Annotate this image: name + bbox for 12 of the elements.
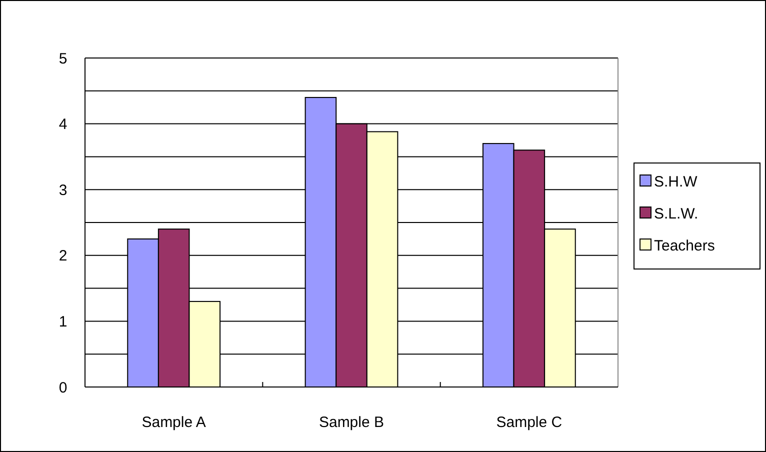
legend-label: Teachers <box>654 237 715 254</box>
y-tick-label: 1 <box>58 313 68 330</box>
x-tick-label: Sample B <box>318 414 384 431</box>
y-tick-label: 3 <box>58 182 68 199</box>
y-tick-label: 2 <box>58 248 68 265</box>
y-tick-label: 5 <box>58 50 68 68</box>
legend-label: S.H.W <box>654 173 698 190</box>
x-tick-label: Sample A <box>142 414 206 431</box>
x-tick-label: Sample C <box>496 414 562 431</box>
y-tick-label: 4 <box>58 116 68 134</box>
legend-label: S.L.W. <box>654 205 698 222</box>
y-tick-label: 0 <box>58 379 68 396</box>
